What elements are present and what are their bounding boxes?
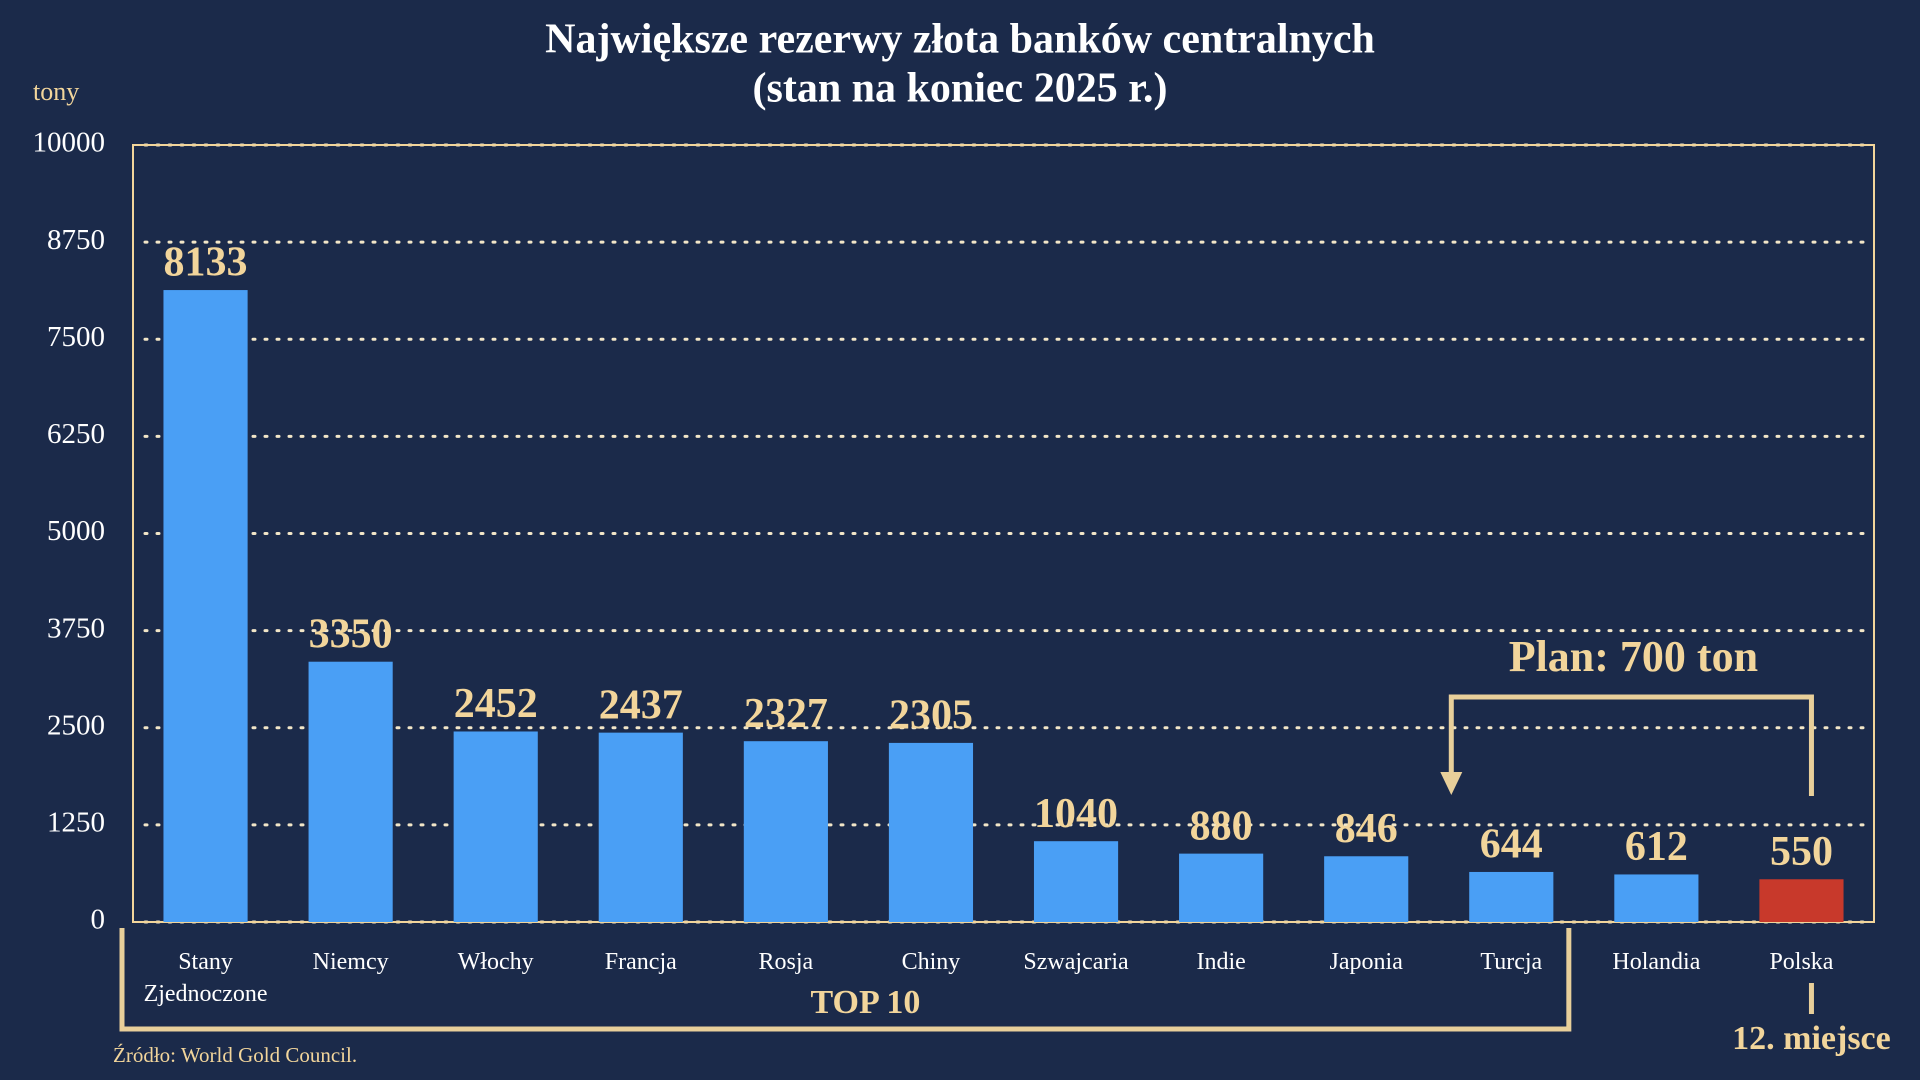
x-tick-label: Stany Zjednoczone (143, 949, 268, 1007)
x-tick-label: Japonia (1329, 949, 1403, 975)
value-label: 2305 (889, 693, 973, 739)
value-label: 1040 (1034, 791, 1118, 837)
value-label: 644 (1480, 822, 1543, 868)
bar (1033, 841, 1119, 922)
value-label: 846 (1335, 806, 1398, 852)
chart-subtitle: (stan na koniec 2025 r.) (753, 66, 1168, 112)
x-tick-label: Szwajcaria (1023, 949, 1129, 975)
x-tick-label: Polska (1769, 949, 1834, 975)
chart-title: Największe rezerwy złota banków centraln… (545, 17, 1375, 63)
value-label: 3350 (309, 611, 393, 657)
value-label: 2437 (599, 682, 683, 728)
y-tick-label: 3750 (47, 612, 105, 644)
y-tick-label: 8750 (47, 224, 105, 256)
bar (743, 741, 828, 922)
bar (453, 731, 538, 922)
plot-frame (132, 144, 1875, 923)
y-tick-label: 0 (91, 904, 106, 936)
value-label: 8133 (164, 240, 248, 286)
y-tick-label: 2500 (47, 709, 105, 741)
x-tick-label: Rosja (758, 949, 814, 975)
y-tick-label: 5000 (47, 515, 105, 547)
value-label: 612 (1625, 824, 1688, 870)
y-tick-label: 7500 (47, 321, 105, 353)
value-label: 880 (1190, 803, 1253, 849)
x-tick-label: Francja (604, 949, 677, 975)
bar (888, 742, 974, 922)
source: Źródło: World Gold Council. (113, 1043, 357, 1067)
value-label: 2452 (454, 681, 538, 727)
rank-label: 12. miejsce (1732, 1020, 1891, 1057)
plan-label: Plan: 700 ton (1509, 632, 1758, 681)
bar (1614, 874, 1699, 922)
bar (1324, 856, 1409, 922)
top-label: TOP 10 (810, 984, 920, 1021)
bar (1469, 871, 1554, 922)
x-tick-label: Włochy (457, 949, 534, 975)
x-tick-label: Turcja (1480, 949, 1543, 975)
bar (1759, 879, 1844, 922)
x-tick-label: Chiny (901, 949, 961, 975)
y-axis-label: tony (33, 77, 79, 106)
plan-bracket (1448, 694, 1814, 796)
x-tick-label: Holandia (1612, 949, 1701, 975)
x-tick-label: Indie (1196, 949, 1246, 975)
y-tick-label: 10000 (33, 127, 106, 159)
bar (308, 661, 393, 922)
bar (598, 732, 683, 922)
top-bracket (119, 928, 1572, 1032)
value-label: 2327 (744, 691, 828, 737)
x-tick-label: Niemcy (312, 949, 389, 975)
value-label: 550 (1770, 829, 1833, 875)
y-tick-label: 1250 (47, 807, 105, 839)
bar (1179, 853, 1264, 922)
y-tick-label: 6250 (47, 418, 105, 450)
plan-arrow (1440, 772, 1463, 795)
bar (163, 290, 248, 922)
